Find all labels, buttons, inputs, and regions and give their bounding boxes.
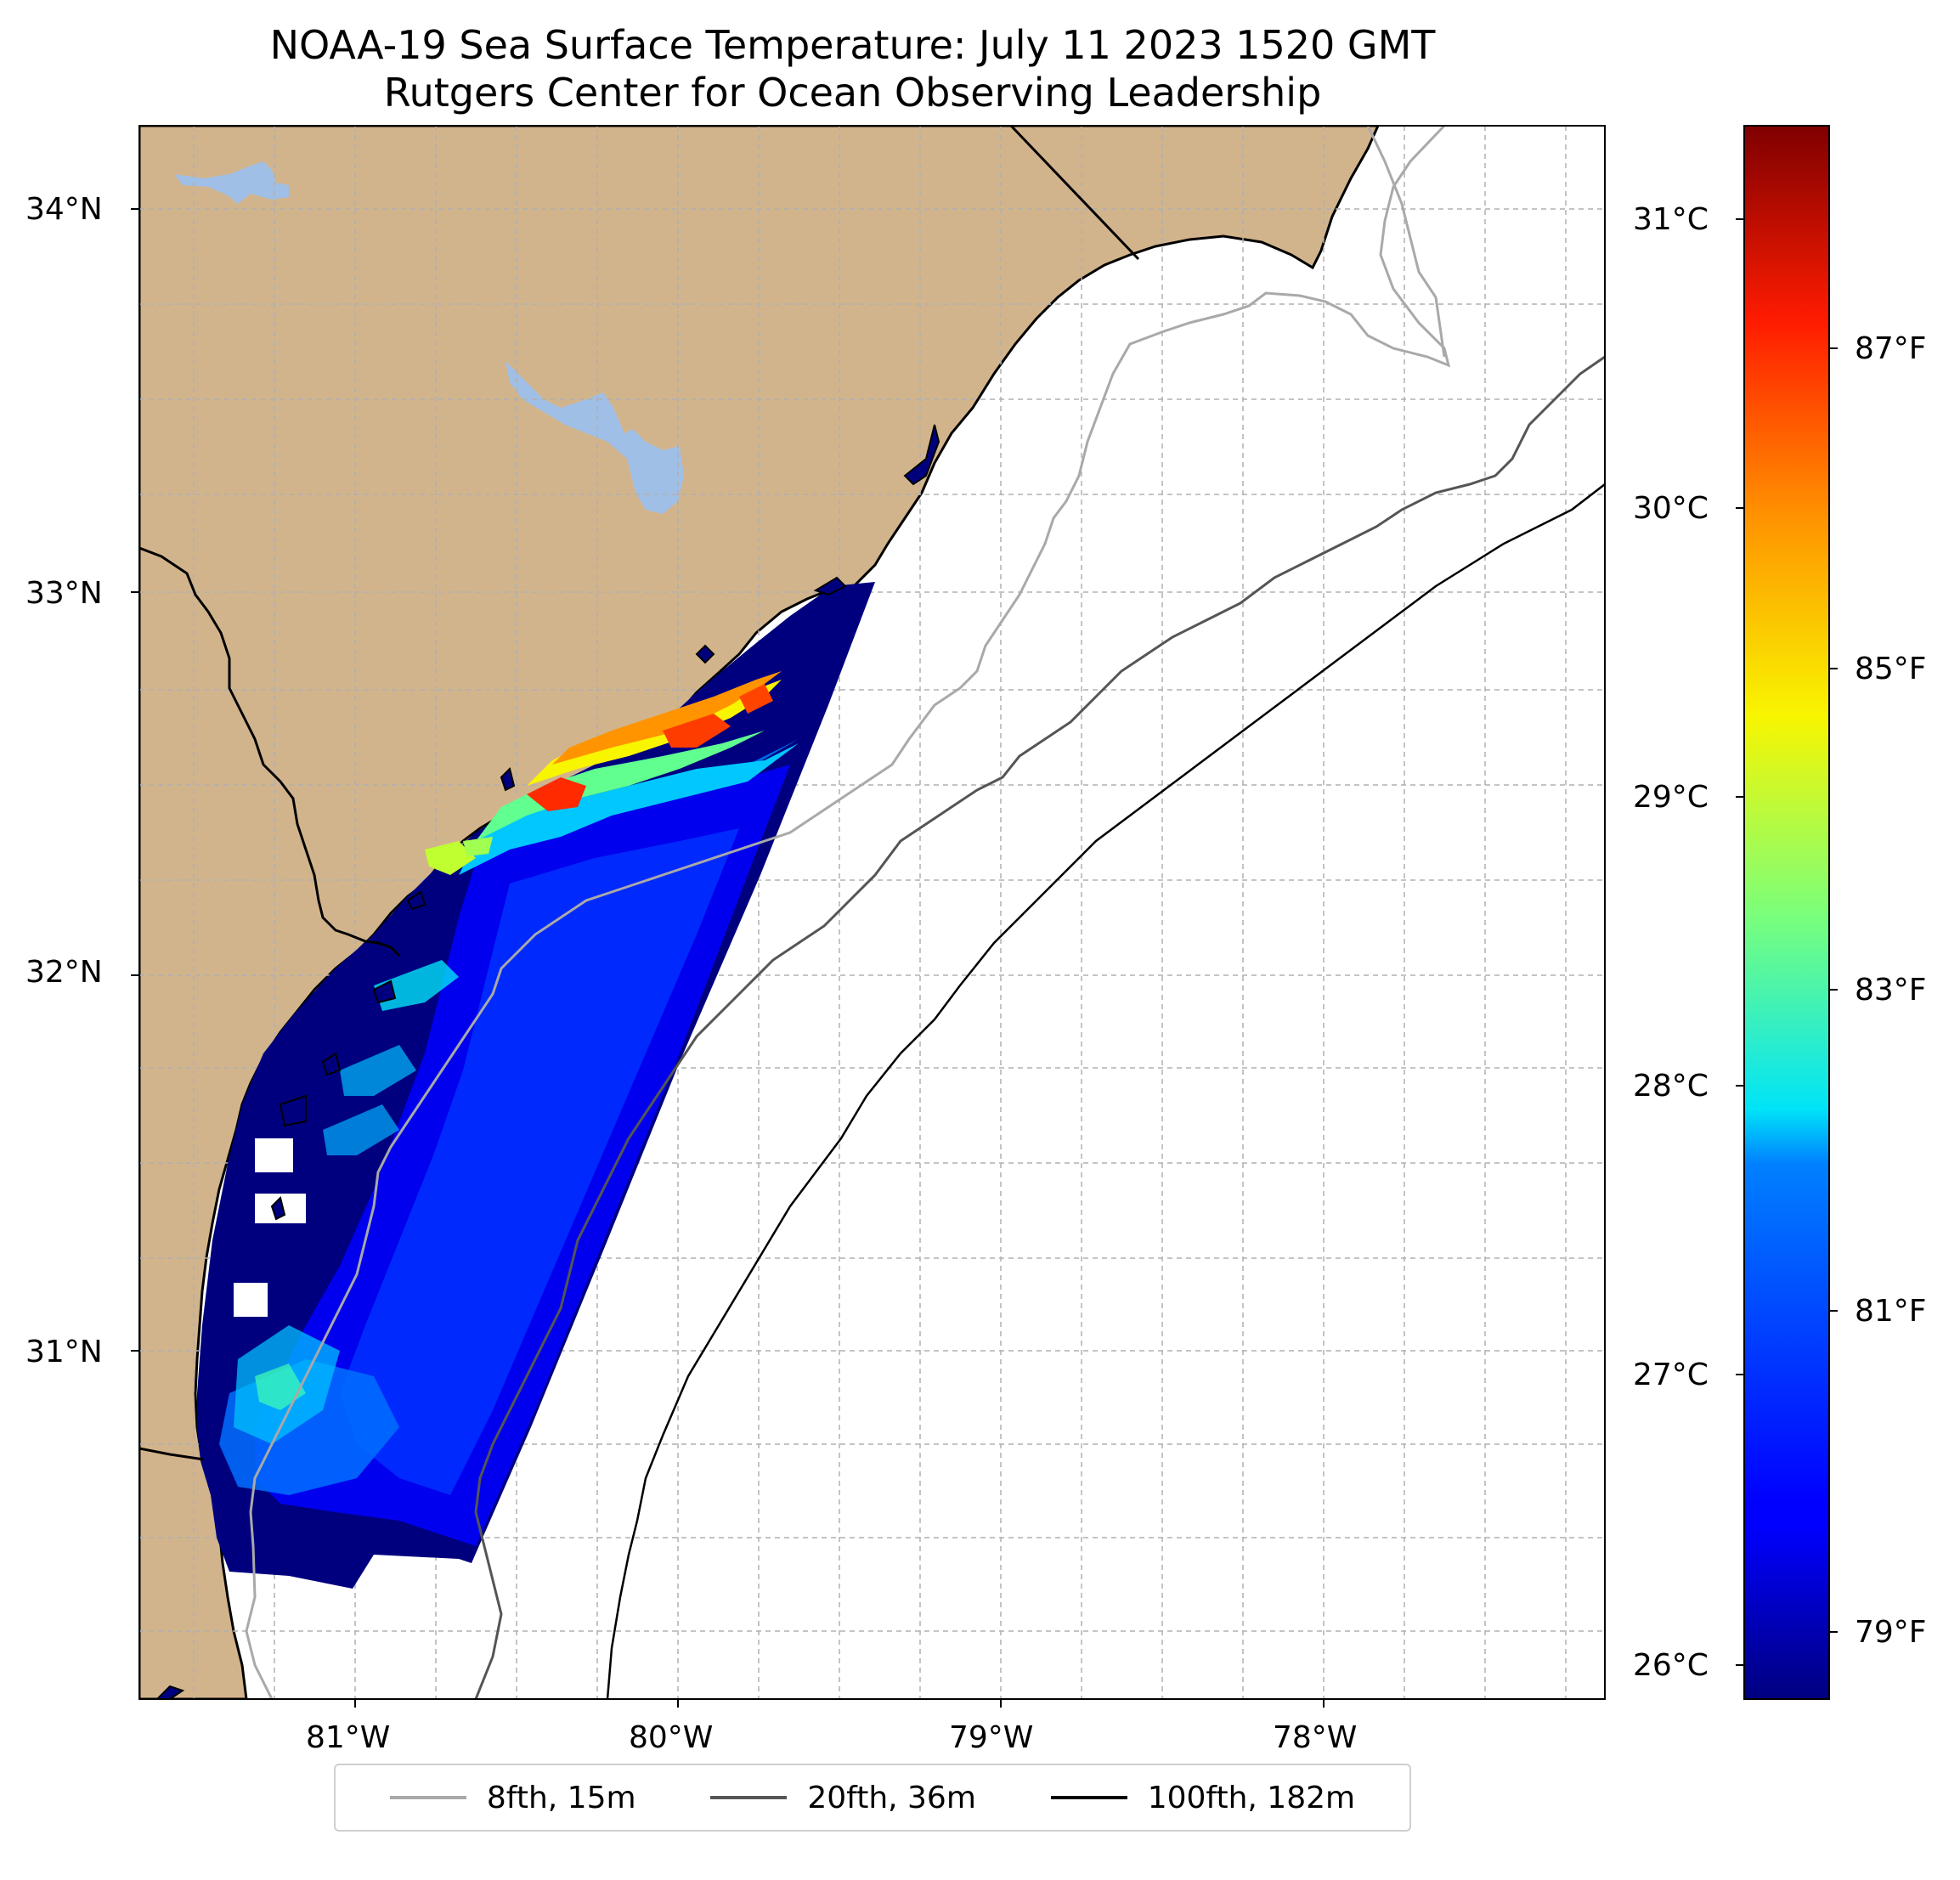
legend-label-100fth: 100fth, 182m bbox=[1147, 1780, 1356, 1815]
map-frame bbox=[138, 125, 1606, 1700]
lon-label-81w: 81°W bbox=[306, 1720, 391, 1755]
lon-label-78w: 78°W bbox=[1273, 1720, 1358, 1755]
nc-sc-border bbox=[1009, 126, 1140, 261]
f-label-83: 83°F bbox=[1855, 973, 1927, 1008]
f-label-81: 81°F bbox=[1855, 1294, 1927, 1329]
lake-moultrie bbox=[506, 361, 684, 514]
estuaries bbox=[155, 424, 940, 1699]
legend-item-8fth: 8fth, 15m bbox=[389, 1780, 636, 1815]
map-subtitle: Rutgers Center for Ocean Observing Leade… bbox=[383, 70, 1322, 116]
legend-swatch-100fth bbox=[1050, 1796, 1127, 1799]
c-label-29: 29°C bbox=[1633, 780, 1709, 815]
colorbar bbox=[1743, 125, 1830, 1700]
legend-item-20fth: 20fth, 36m bbox=[710, 1781, 976, 1815]
lake-small bbox=[174, 161, 289, 204]
c-label-30: 30°C bbox=[1633, 491, 1709, 526]
lon-label-80w: 80°W bbox=[629, 1720, 714, 1755]
c-label-27: 27°C bbox=[1633, 1358, 1709, 1392]
legend-swatch-8fth bbox=[389, 1796, 466, 1799]
c-label-31: 31°C bbox=[1633, 202, 1709, 237]
lat-label-31n: 31°N bbox=[25, 1335, 103, 1369]
map-panel bbox=[139, 126, 1605, 1699]
colorbar-ramp bbox=[1743, 125, 1830, 1700]
c-label-26: 26°C bbox=[1633, 1648, 1709, 1683]
c-label-28: 28°C bbox=[1633, 1069, 1709, 1104]
map-title: NOAA-19 Sea Surface Temperature: July 11… bbox=[269, 22, 1436, 68]
ga-fl-border bbox=[139, 1447, 205, 1461]
lat-label-33n: 33°N bbox=[25, 576, 103, 611]
lat-label-34n: 34°N bbox=[25, 192, 103, 227]
legend-label-8fth: 8fth, 15m bbox=[486, 1780, 636, 1815]
legend-swatch-20fth bbox=[710, 1796, 788, 1799]
legend-item-100fth: 100fth, 182m bbox=[1050, 1780, 1356, 1815]
contour-20fth bbox=[474, 355, 1605, 1699]
contour-100fth bbox=[606, 483, 1605, 1699]
legend-label-20fth: 20fth, 36m bbox=[807, 1780, 976, 1815]
sst-swath bbox=[197, 582, 875, 1589]
state-border bbox=[139, 546, 401, 957]
lon-label-79w: 79°W bbox=[949, 1720, 1034, 1755]
contour-legend: 8fth, 15m 20fth, 36m 100fth, 182m bbox=[334, 1764, 1411, 1832]
f-label-79: 79°F bbox=[1855, 1615, 1927, 1650]
contour-8fth bbox=[245, 126, 1451, 1699]
lat-label-32n: 32°N bbox=[25, 955, 103, 990]
f-label-87: 87°F bbox=[1855, 331, 1927, 366]
f-label-85: 85°F bbox=[1855, 652, 1927, 686]
